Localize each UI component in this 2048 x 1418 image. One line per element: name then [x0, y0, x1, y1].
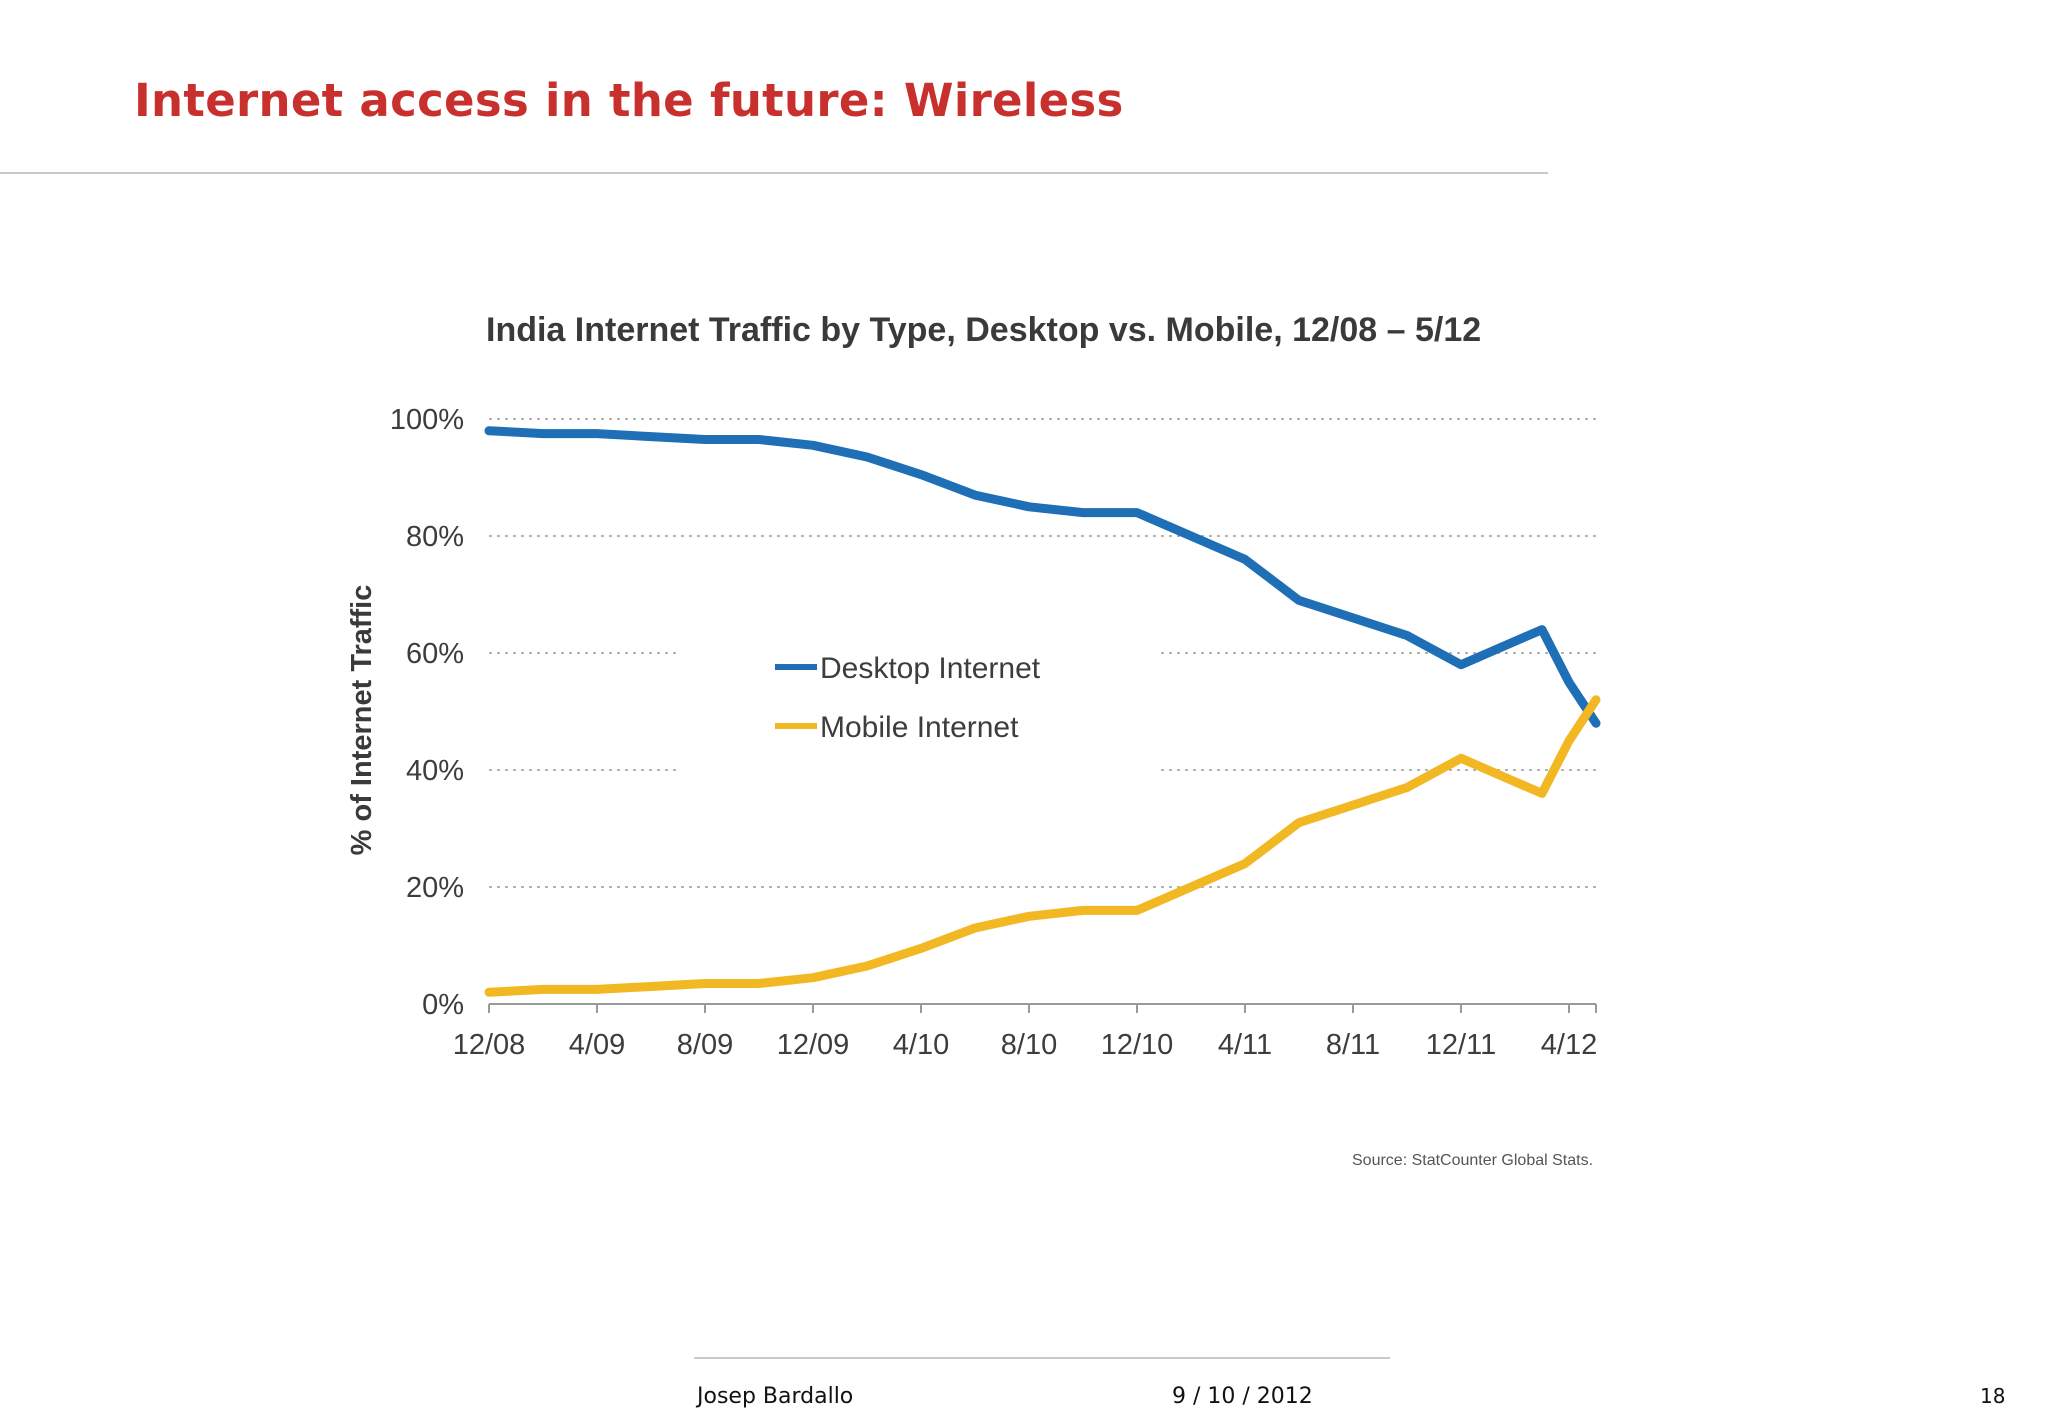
data-point-desktop-internet: [1349, 614, 1357, 622]
chart-source: Source: StatCounter Global Stats.: [1352, 1152, 1593, 1169]
data-point-desktop-internet: [1025, 503, 1033, 511]
legend-background: [680, 640, 1160, 780]
data-point-mobile-internet: [1025, 912, 1033, 920]
legend: Desktop Internet Mobile Internet: [775, 652, 1041, 744]
data-point-mobile-internet: [1187, 883, 1195, 891]
data-point-desktop-internet: [863, 453, 871, 461]
data-point-mobile-internet: [971, 924, 979, 932]
x-tick-label: 12/08: [453, 1029, 526, 1061]
x-tick-label: 12/09: [777, 1029, 850, 1061]
page-number: 18: [1980, 1384, 2006, 1408]
data-point-mobile-internet: [539, 985, 547, 993]
data-point-desktop-internet: [809, 441, 817, 449]
chart-title: India Internet Traffic by Type, Desktop …: [486, 311, 1481, 349]
x-tick-label: 4/12: [1541, 1029, 1597, 1061]
x-tick-label: 4/11: [1218, 1029, 1272, 1061]
x-axis: 12/08 4/09 8/09 12/09 4/10 8/10 12/10 4/11 8/11 1…: [453, 1003, 1597, 1061]
slide-title: Internet access in the future: Wireless: [134, 74, 1124, 127]
data-point-desktop-internet: [1187, 532, 1195, 540]
data-point-desktop-internet: [1592, 719, 1600, 727]
data-point-desktop-internet: [1241, 555, 1249, 563]
data-point-desktop-internet: [971, 491, 979, 499]
x-tick-label: 4/10: [893, 1029, 949, 1061]
legend-label-desktop: Desktop Internet: [820, 652, 1041, 685]
data-point-desktop-internet: [1403, 632, 1411, 639]
data-point-mobile-internet: [593, 985, 601, 993]
data-point-desktop-internet: [1538, 626, 1546, 634]
y-axis-label: % of Internet Traffic: [346, 585, 378, 856]
data-point-desktop-internet: [755, 436, 763, 443]
title-divider: [0, 172, 1548, 174]
data-point-desktop-internet: [1079, 509, 1087, 517]
x-tick-label: 12/11: [1426, 1029, 1496, 1061]
y-tick-label: 60%: [406, 638, 464, 670]
x-tick-label: 12/10: [1101, 1029, 1174, 1061]
data-point-mobile-internet: [917, 944, 925, 952]
data-point-mobile-internet: [1079, 906, 1087, 914]
y-axis-ticks: 0% 20% 40% 60% 80% 100%: [390, 404, 464, 1021]
data-point-mobile-internet: [1538, 789, 1546, 797]
data-point-mobile-internet: [809, 974, 817, 982]
data-point-desktop-internet: [539, 430, 547, 438]
footer-divider: [694, 1357, 1390, 1359]
data-point-desktop-internet: [701, 436, 709, 443]
data-point-mobile-internet: [1511, 778, 1519, 786]
data-point-desktop-internet: [485, 427, 493, 435]
y-tick-label: 100%: [390, 404, 464, 436]
footer-date: 9 / 10 / 2012: [1172, 1384, 1313, 1409]
data-point-desktop-internet: [1457, 661, 1465, 669]
data-point-mobile-internet: [701, 980, 709, 987]
data-point-mobile-internet: [755, 980, 763, 987]
footer-author: Josep Bardallo: [697, 1384, 854, 1409]
x-tick-label: 8/09: [677, 1029, 733, 1061]
data-point-desktop-internet: [647, 433, 655, 441]
data-point-mobile-internet: [1241, 860, 1249, 868]
data-point-mobile-internet: [1295, 819, 1303, 827]
data-point-desktop-internet: [593, 430, 601, 438]
x-tick-label: 8/10: [1001, 1029, 1057, 1061]
y-tick-label: 80%: [406, 521, 464, 553]
data-point-desktop-internet: [1133, 509, 1141, 517]
x-tick-label: 4/09: [569, 1029, 625, 1061]
data-point-mobile-internet: [863, 962, 871, 970]
data-point-desktop-internet: [1511, 637, 1519, 645]
series: [484, 426, 1601, 997]
x-tick-label: 8/11: [1326, 1029, 1380, 1061]
y-tick-label: 20%: [406, 872, 464, 904]
data-point-mobile-internet: [1565, 737, 1573, 745]
data-point-mobile-internet: [1592, 696, 1600, 704]
legend-label-mobile: Mobile Internet: [820, 711, 1019, 744]
data-point-mobile-internet: [647, 983, 655, 990]
data-point-desktop-internet: [1295, 596, 1303, 604]
data-point-desktop-internet: [917, 471, 925, 479]
data-point-mobile-internet: [1403, 784, 1411, 791]
y-tick-label: 0%: [422, 989, 464, 1021]
data-point-mobile-internet: [1133, 906, 1141, 914]
data-point-mobile-internet: [1349, 801, 1357, 809]
y-tick-label: 40%: [406, 755, 464, 787]
data-point-desktop-internet: [1565, 678, 1573, 686]
data-point-mobile-internet: [1457, 754, 1465, 762]
data-point-mobile-internet: [485, 988, 493, 996]
